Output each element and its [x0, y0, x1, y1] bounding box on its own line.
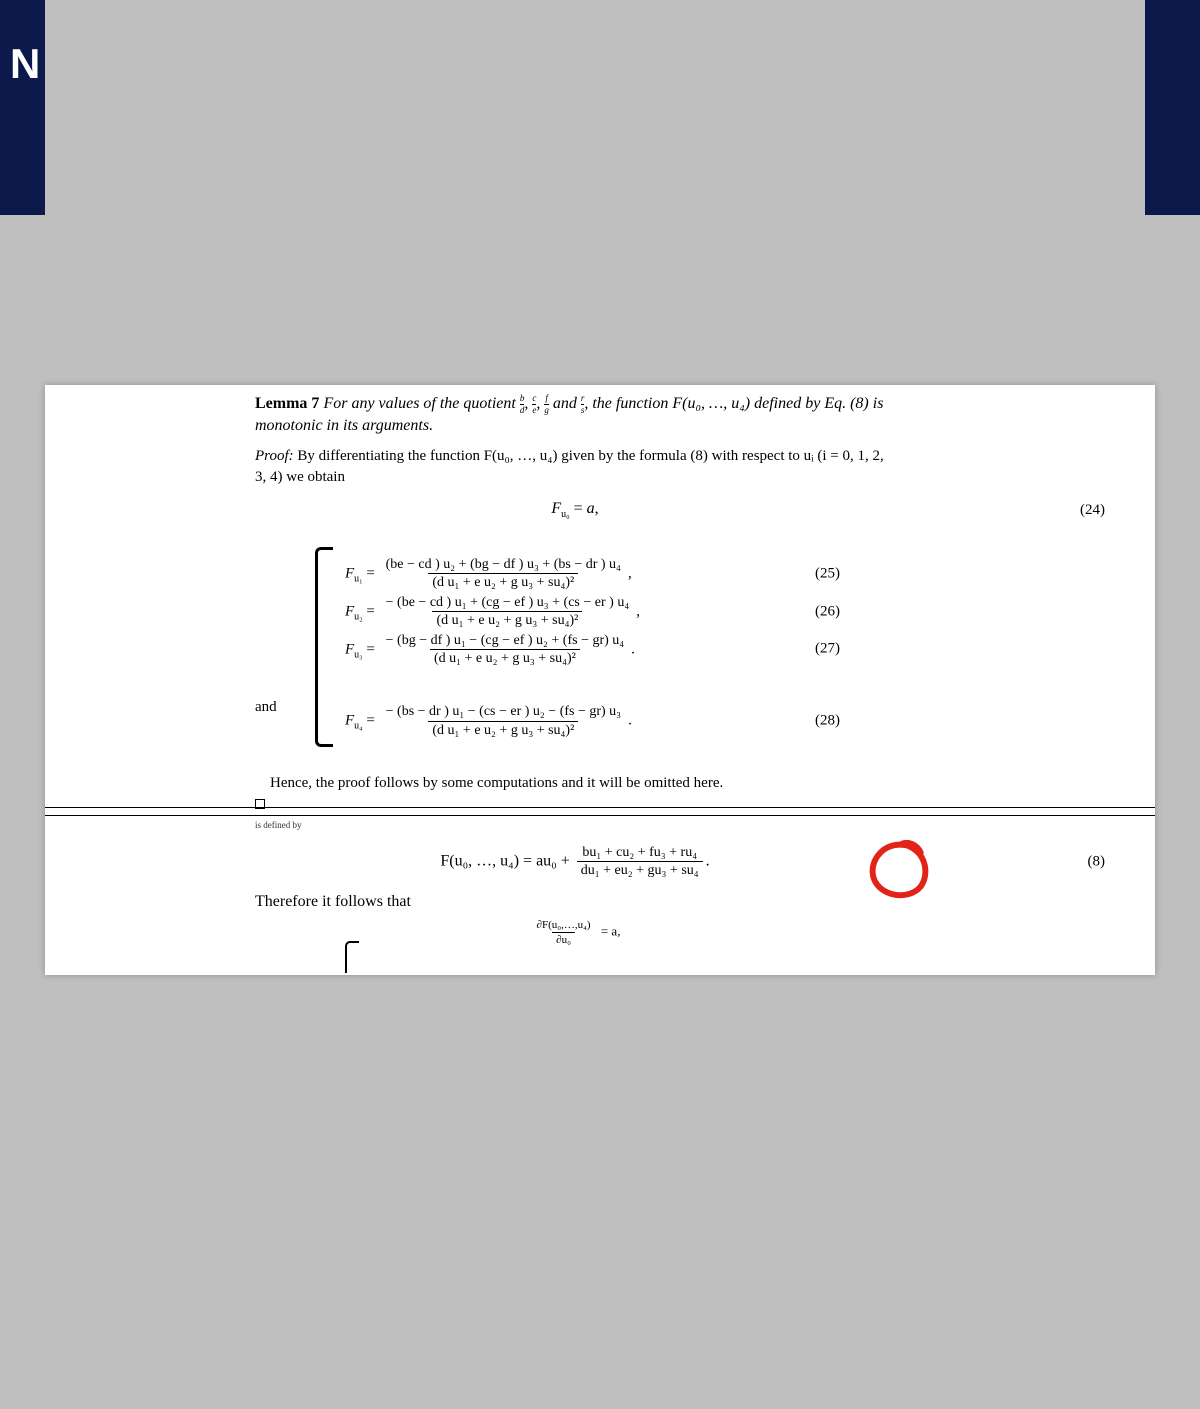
equation-25: Fu₁ = (be − cd ) u₂ + (bg − df ) u₃ + (b… — [345, 557, 640, 591]
header-partial-letter: N — [10, 40, 40, 88]
equation-28: Fu₄ = − (bs − dr ) u₁ − (cs − er ) u₂ − … — [345, 704, 640, 738]
equation-24: Fu₀ = a, (24) — [255, 497, 895, 523]
lemma-block: Lemma 7 For any values of the quotient b… — [255, 393, 895, 529]
therefore-sentence: Therefore it follows that — [255, 893, 895, 911]
proof-label: Proof: — [255, 448, 294, 464]
proof-sentence: By differentiating the function F(u₀, …,… — [255, 448, 884, 484]
and-label: and — [255, 699, 277, 716]
eq-number-25: (25) — [815, 565, 840, 582]
quotient-c-e: ce — [532, 394, 536, 415]
eq26-denominator: (d u₁ + e u₂ + g u₃ + su₄)² — [432, 611, 582, 628]
defined-by-fragment: is defined by — [255, 820, 302, 830]
eq25-numerator: (be − cd ) u₂ + (bg − df ) u₃ + (bs − dr… — [382, 557, 625, 573]
lemma-label: Lemma 7 — [255, 395, 319, 412]
equation-8: F(u₀, …, u₄) = au₀ + bu₁ + cu₂ + fu₃ + r… — [255, 845, 895, 879]
document-page: Lemma 7 For any values of the quotient b… — [45, 385, 1155, 975]
partial-lhs-den: ∂u₀ — [552, 932, 575, 946]
left-brace-icon — [315, 547, 333, 747]
lemma-and: and — [553, 395, 577, 412]
red-circle-annotation — [864, 837, 930, 903]
eq8-denominator: du₁ + eu₂ + gu₃ + su₄ — [577, 861, 703, 878]
eq-number-8: (8) — [1088, 853, 1106, 870]
proof-opening: Proof: By differentiating the function F… — [255, 446, 895, 487]
eq8-numerator: bu₁ + cu₂ + fu₃ + ru₄ — [578, 845, 701, 861]
partial-lhs-num: ∂F(u₀,…,u₄) — [533, 919, 595, 932]
derivative-equations: Fu₁ = (be − cd ) u₂ + (bg − df ) u₃ + (b… — [345, 553, 640, 742]
eq28-numerator: (bs − dr ) u₁ − (cs − er ) u₂ − (fs − gr… — [397, 704, 621, 719]
small-left-brace-icon — [345, 941, 359, 973]
eq-number-24: (24) — [1080, 500, 1105, 520]
equation-27: Fu₃ = − (bg − df ) u₁ − (cg − ef ) u₂ + … — [345, 633, 640, 667]
partial-rhs: = a, — [598, 923, 621, 938]
eq-number-27: (27) — [815, 641, 840, 658]
quotient-f-g: fg — [544, 394, 549, 415]
eq-number-26: (26) — [815, 603, 840, 620]
eq-number-28: (28) — [815, 713, 840, 730]
qed-box-icon — [255, 795, 265, 814]
quotient-b-d: bd — [520, 394, 525, 415]
eq28-denominator: (d u₁ + e u₂ + g u₃ + su₄)² — [428, 721, 578, 738]
lower-block: F(u₀, …, u₄) = au₀ + bu₁ + cu₂ + fu₃ + r… — [255, 839, 895, 952]
equation-26: Fu₂ = − (be − cd ) u₁ + (cg − ef ) u₃ + … — [345, 595, 640, 629]
eq8-lhs: F(u₀, …, u₄) = au₀ + — [440, 853, 569, 870]
eq26-numerator: (be − cd ) u₁ + (cg − ef ) u₃ + (cs − er… — [397, 595, 629, 610]
lemma-statement: Lemma 7 For any values of the quotient b… — [255, 393, 895, 436]
eq27-denominator: (d u₁ + e u₂ + g u₃ + su₄)² — [430, 649, 580, 666]
section-divider-bottom — [45, 815, 1155, 816]
eq25-denominator: (d u₁ + e u₂ + g u₃ + su₄)² — [428, 573, 578, 590]
eq27-numerator: (bg − df ) u₁ − (cg − ef ) u₂ + (fs − gr… — [397, 633, 624, 648]
hence-sentence: Hence, the proof follows by some computa… — [270, 775, 840, 792]
section-divider-top — [45, 807, 1155, 808]
lemma-text-prefix: For any values of the quotient — [323, 395, 515, 412]
